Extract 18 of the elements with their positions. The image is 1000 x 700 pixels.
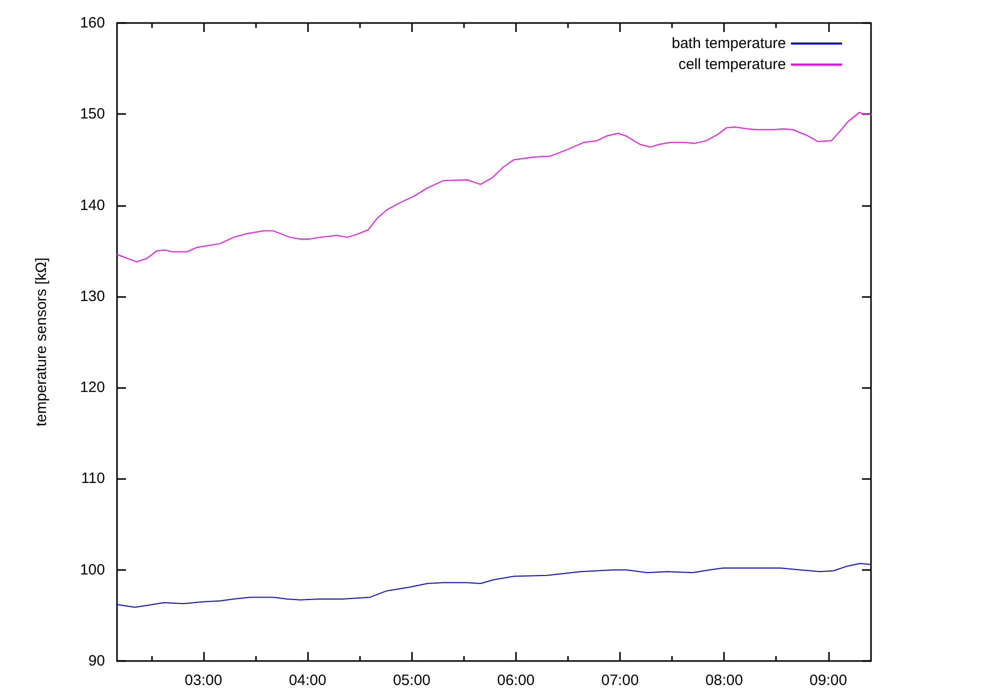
x-tick-label: 06:00 xyxy=(497,672,535,689)
y-tick-label: 120 xyxy=(80,379,105,396)
y-tick-label: 150 xyxy=(80,106,105,123)
x-tick-label: 04:00 xyxy=(288,672,326,689)
legend-label: cell temperature xyxy=(678,56,786,73)
y-axis-title: temperature sensors [kΩ] xyxy=(33,258,50,426)
x-tick-label: 08:00 xyxy=(705,672,743,689)
y-tick-label: 130 xyxy=(80,288,105,305)
y-tick-label: 160 xyxy=(80,14,105,32)
x-tick-label: 07:00 xyxy=(601,672,639,689)
x-tick-label: 09:00 xyxy=(810,672,848,689)
x-tick-label: 05:00 xyxy=(392,672,430,689)
legend-label: bath temperature xyxy=(672,35,786,52)
x-tick-label: 03:00 xyxy=(184,672,222,689)
y-tick-label: 100 xyxy=(80,561,105,578)
y-tick-label: 110 xyxy=(81,470,105,488)
y-tick-label: 90 xyxy=(88,652,105,670)
y-tick-label: 140 xyxy=(80,196,105,214)
